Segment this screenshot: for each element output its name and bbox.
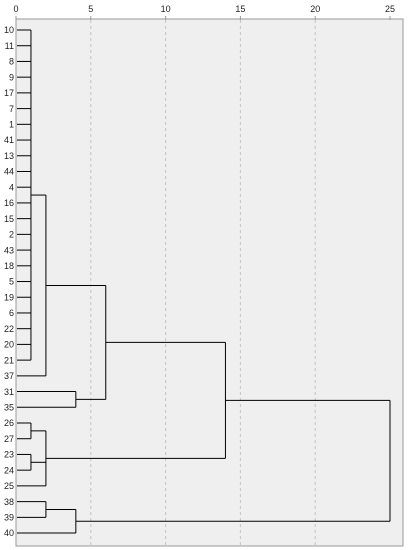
leaf-labels: 1011891771411344416152431851962220213731… [4,25,14,538]
axis-tick-label: 10 [161,4,171,14]
leaf-label: 40 [4,528,14,538]
leaf-label: 22 [4,324,14,334]
leaf-label: 9 [9,72,14,82]
axis-tick-label: 20 [310,4,320,14]
leaf-label: 17 [4,88,14,98]
x-axis: 0 5 10 15 20 25 [13,4,395,20]
leaf-label: 11 [5,41,14,51]
leaf-label: 24 [4,465,14,475]
leaf-label: 8 [9,57,14,67]
leaf-label: 27 [4,434,14,444]
leaf-label: 15 [4,214,14,224]
leaf-label: 35 [4,402,14,412]
leaf-label: 18 [4,261,14,271]
axis-tick-label: 0 [13,4,18,14]
leaf-label: 31 [4,387,14,397]
leaf-label: 16 [4,198,14,208]
leaf-label: 23 [4,450,14,460]
leaf-label: 10 [4,25,14,35]
leaf-label: 25 [4,481,14,491]
leaf-label: 41 [4,135,14,145]
leaf-label: 43 [4,245,14,255]
leaf-label: 5 [9,277,14,287]
leaf-label: 26 [4,418,14,428]
leaf-label: 19 [4,292,14,302]
plot-frame [15,18,404,547]
leaf-label: 37 [4,371,14,381]
axis-tick-label: 5 [88,4,93,14]
leaf-label: 13 [4,151,14,161]
leaf-label: 4 [9,182,14,192]
dendrogram-links [17,29,391,534]
leaf-label: 7 [9,104,14,114]
axis-tick-label: 25 [385,4,395,14]
leaf-label: 44 [4,167,14,177]
leaf-label: 2 [9,230,14,240]
leaf-label: 1 [9,120,14,130]
leaf-label: 20 [4,340,14,350]
leaf-label: 21 [4,355,14,365]
axis-tick-label: 15 [235,4,245,14]
leaf-label: 6 [9,308,14,318]
leaf-label: 38 [4,497,14,507]
leaf-label: 39 [4,513,14,523]
